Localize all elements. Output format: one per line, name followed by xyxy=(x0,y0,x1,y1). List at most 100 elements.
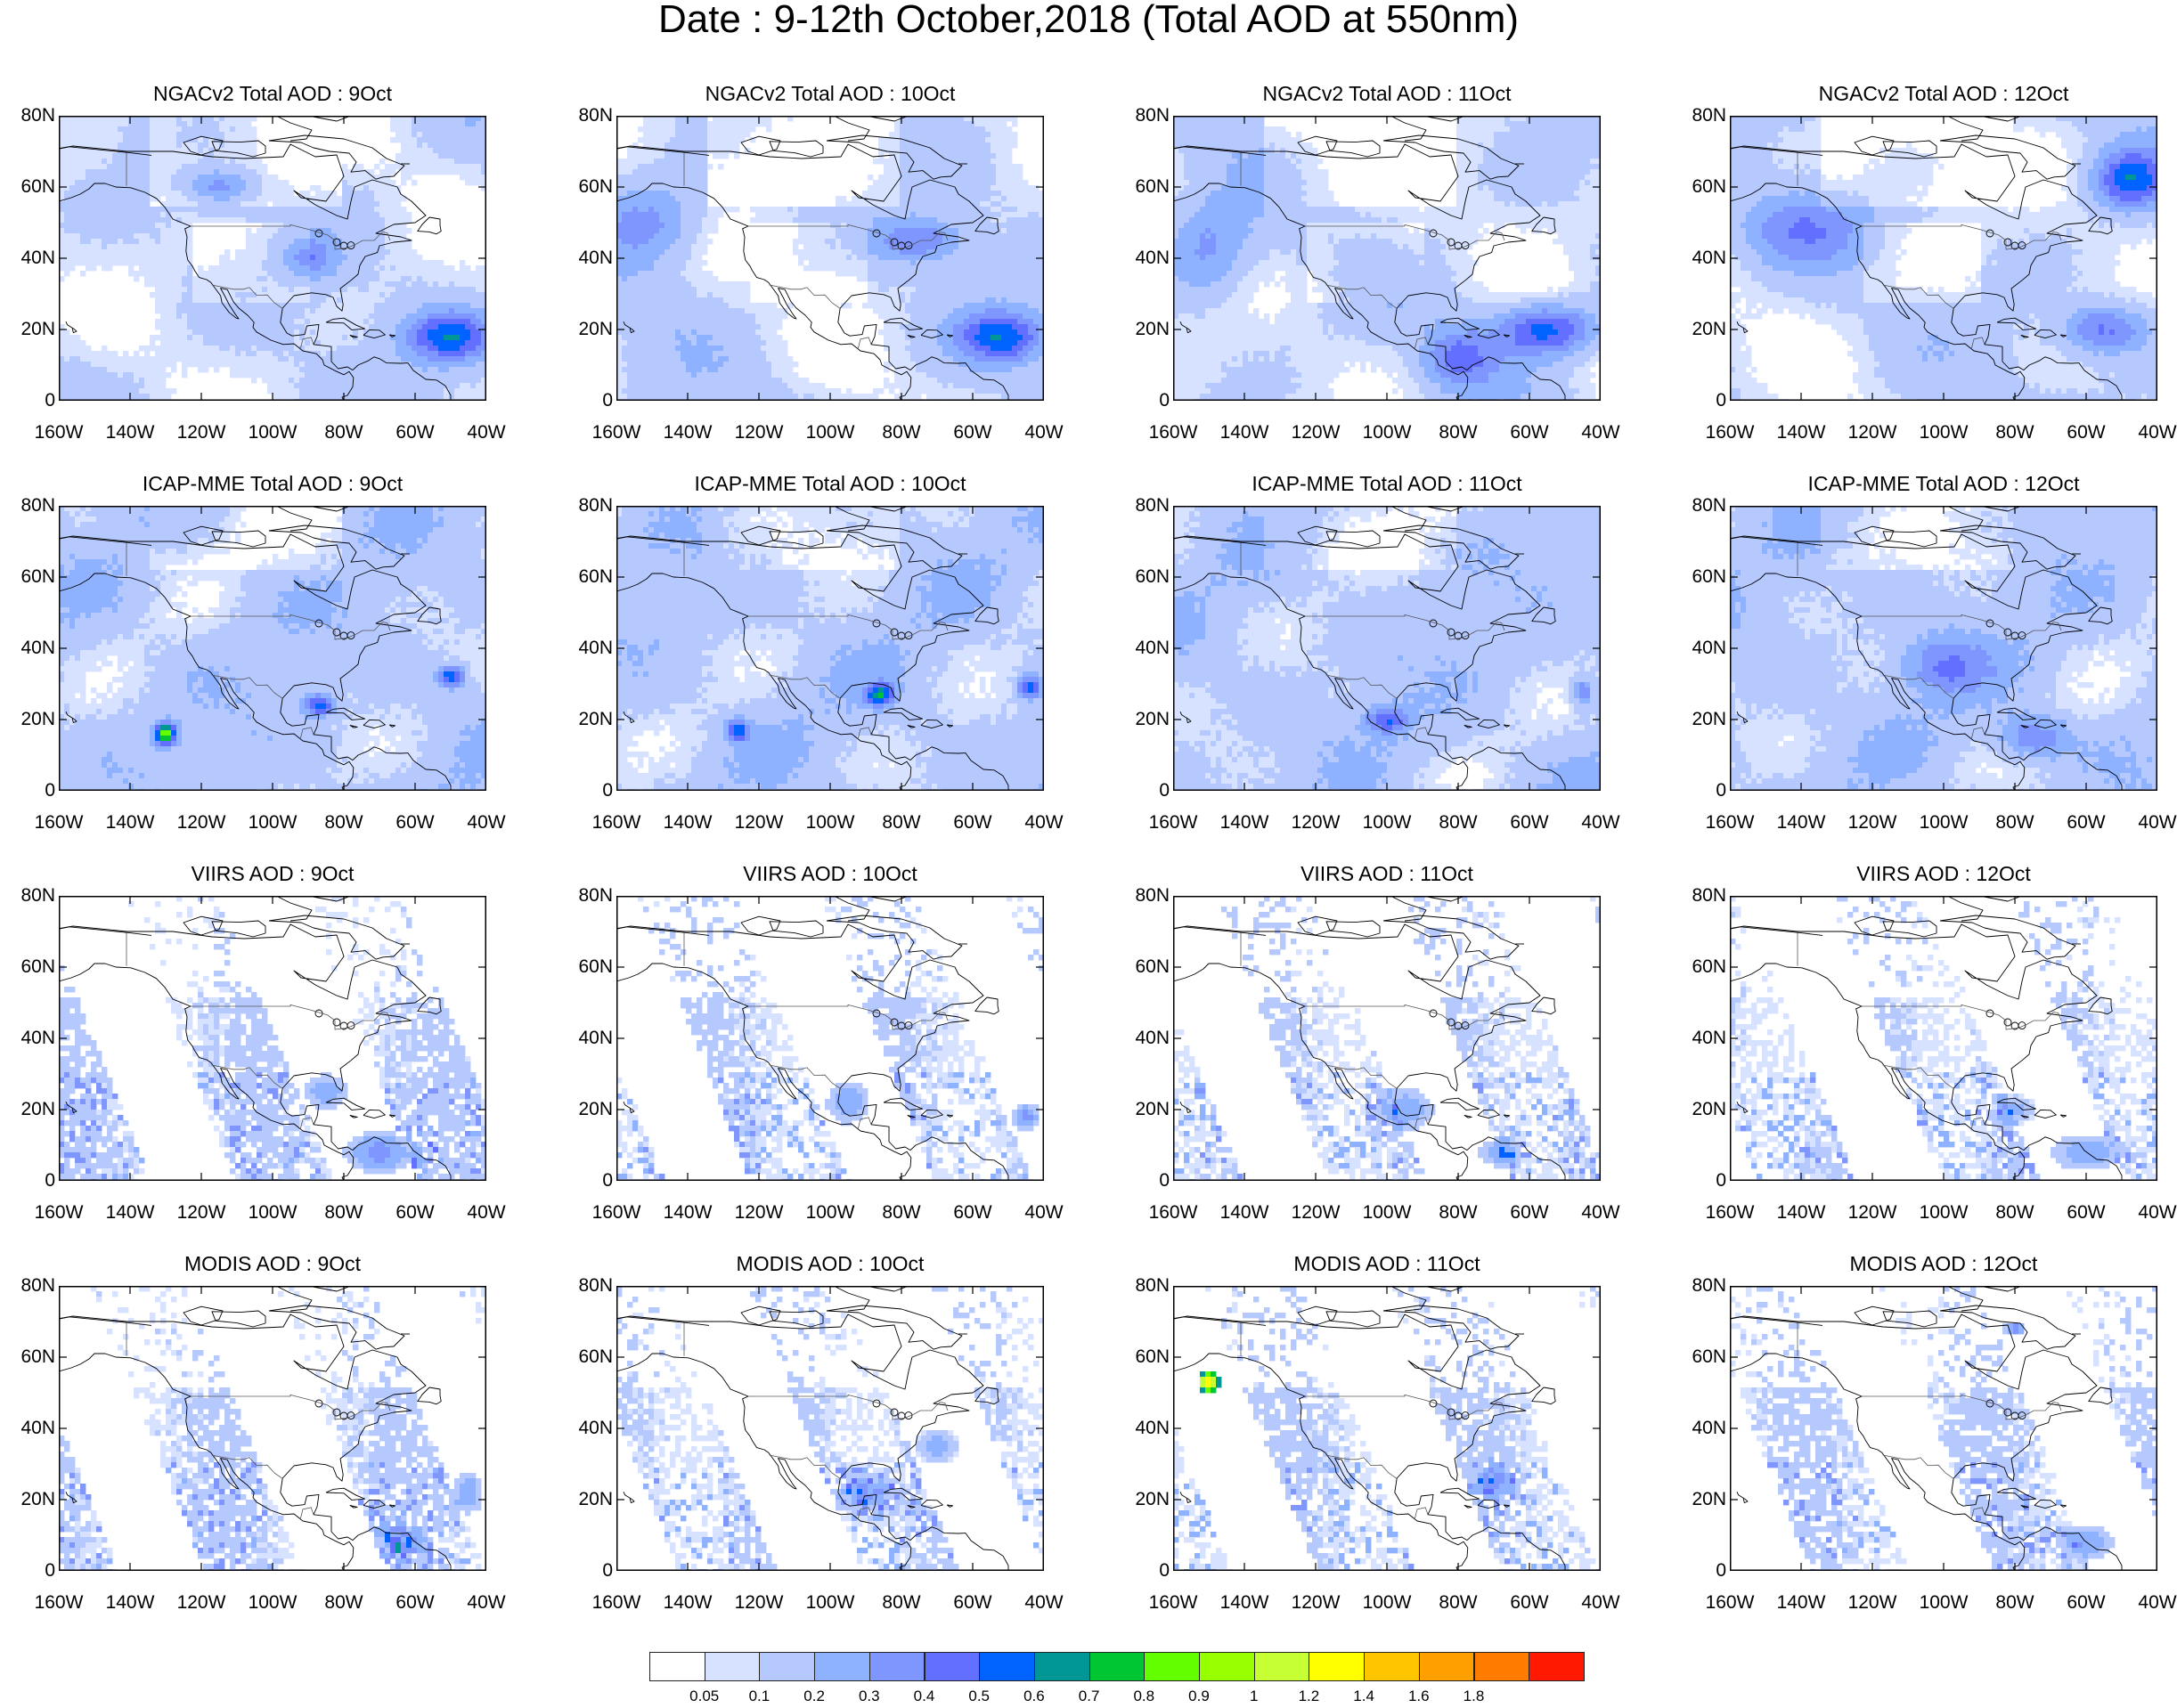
lat-tick-label: 80N xyxy=(572,1276,613,1296)
colorbar-swatch xyxy=(814,1652,870,1681)
coastline xyxy=(59,896,452,1181)
lon-tick-label: 100W xyxy=(1912,423,1975,443)
lon-tick-label: 100W xyxy=(799,423,861,443)
lat-tick-label: 20N xyxy=(14,1490,55,1509)
colorbar-swatch xyxy=(1088,1652,1146,1681)
lon-tick-label: 80W xyxy=(1984,423,2046,443)
aod-field xyxy=(1173,506,1601,791)
lat-tick-label: 80N xyxy=(14,1276,55,1296)
political-borders xyxy=(1240,932,1505,1130)
political-borders xyxy=(1240,152,1505,350)
lon-tick-label: 40W xyxy=(2126,1203,2177,1223)
lat-tick-label: 40N xyxy=(1685,1029,1726,1048)
lat-tick-label: 20N xyxy=(1129,1100,1170,1119)
colorbar-swatch xyxy=(1473,1652,1530,1681)
lat-tick-label: 20N xyxy=(572,710,613,729)
aod-field xyxy=(616,1286,1044,1571)
lat-tick-label: 60N xyxy=(1129,957,1170,977)
lon-tick-label: 40W xyxy=(455,423,518,443)
lon-tick-label: 40W xyxy=(1013,813,1075,833)
aod-field xyxy=(1730,896,2157,1181)
lon-tick-label: 80W xyxy=(313,1203,375,1223)
political-borders xyxy=(683,152,949,350)
colorbar-label: 0.6 xyxy=(1012,1688,1056,1704)
lat-tick-label: 40N xyxy=(1685,638,1726,658)
lat-tick-label: 60N xyxy=(1129,567,1170,587)
lon-tick-label: 80W xyxy=(1984,1593,2046,1613)
lon-tick-label: 80W xyxy=(1984,813,2046,833)
coastline xyxy=(1173,116,1566,401)
lat-tick-label: 60N xyxy=(14,567,55,587)
lon-tick-label: 160W xyxy=(1142,1593,1204,1613)
colorbar-label: 1.6 xyxy=(1397,1688,1441,1704)
figure-title: Date : 9-12th October,2018 (Total AOD at… xyxy=(0,0,2177,39)
lon-tick-label: 80W xyxy=(870,423,933,443)
lat-tick-label: 20N xyxy=(14,320,55,339)
lat-tick-label: 40N xyxy=(14,1419,55,1438)
lon-tick-label: 100W xyxy=(241,813,304,833)
lon-tick-label: 80W xyxy=(1984,1203,2046,1223)
lon-tick-label: 120W xyxy=(728,1203,790,1223)
colorbar-swatch xyxy=(759,1652,816,1681)
panel-title: ICAP-MME Total AOD : 9Oct xyxy=(59,472,486,495)
lat-tick-label: 60N xyxy=(14,1347,55,1367)
lat-tick-label: 0 xyxy=(1129,1561,1170,1581)
lat-tick-label: 40N xyxy=(1685,248,1726,268)
political-borders xyxy=(1240,1322,1505,1520)
aod-map-r1c4 xyxy=(1730,116,2157,401)
aod-map-r4c1 xyxy=(59,1286,486,1571)
lat-tick-label: 40N xyxy=(572,248,613,268)
coastline xyxy=(59,506,452,791)
lon-tick-label: 100W xyxy=(799,1203,861,1223)
colorbar-label: 0.2 xyxy=(792,1688,836,1704)
aod-map-r3c4 xyxy=(1730,896,2157,1181)
lat-tick-label: 80N xyxy=(1685,496,1726,516)
lon-tick-label: 120W xyxy=(170,1203,232,1223)
lon-tick-label: 80W xyxy=(1427,813,1489,833)
coastline xyxy=(1173,896,1566,1181)
lat-tick-label: 40N xyxy=(1129,1029,1170,1048)
lat-tick-label: 0 xyxy=(1685,391,1726,411)
panel-title: VIIRS AOD : 12Oct xyxy=(1730,862,2157,885)
lat-tick-label: 20N xyxy=(572,320,613,339)
lon-tick-label: 160W xyxy=(28,423,90,443)
lon-tick-label: 140W xyxy=(656,813,719,833)
lat-tick-label: 0 xyxy=(1685,781,1726,801)
colorbar-swatch xyxy=(649,1652,705,1681)
lat-tick-label: 40N xyxy=(572,638,613,658)
lon-tick-label: 120W xyxy=(728,813,790,833)
lat-tick-label: 40N xyxy=(14,638,55,658)
aod-map-r1c3 xyxy=(1173,116,1601,401)
lon-tick-label: 60W xyxy=(2055,1203,2117,1223)
lat-tick-label: 40N xyxy=(572,1419,613,1438)
lon-tick-label: 100W xyxy=(1912,813,1975,833)
lon-tick-label: 40W xyxy=(2126,1593,2177,1613)
lon-tick-label: 140W xyxy=(99,423,161,443)
lon-tick-label: 140W xyxy=(656,1203,719,1223)
lat-tick-label: 0 xyxy=(1129,1171,1170,1191)
lat-tick-label: 80N xyxy=(14,106,55,126)
lat-tick-label: 0 xyxy=(1685,1561,1726,1581)
panel-title: NGACv2 Total AOD : 9Oct xyxy=(59,82,486,105)
panel-title: NGACv2 Total AOD : 11Oct xyxy=(1173,82,1601,105)
lon-tick-label: 120W xyxy=(728,1593,790,1613)
lon-tick-label: 140W xyxy=(1213,813,1276,833)
lon-tick-label: 160W xyxy=(1142,1203,1204,1223)
lon-tick-label: 140W xyxy=(1213,1593,1276,1613)
panel-title: NGACv2 Total AOD : 10Oct xyxy=(616,82,1044,105)
colorbar-label: 0.9 xyxy=(1177,1688,1221,1704)
colorbar-swatch xyxy=(704,1652,761,1681)
lon-tick-label: 160W xyxy=(28,1203,90,1223)
lon-tick-label: 100W xyxy=(1912,1203,1975,1223)
lon-tick-label: 80W xyxy=(313,423,375,443)
lon-tick-label: 160W xyxy=(28,813,90,833)
lat-tick-label: 80N xyxy=(1129,496,1170,516)
lon-tick-label: 160W xyxy=(585,1593,648,1613)
panel-title: VIIRS AOD : 10Oct xyxy=(616,862,1044,885)
colorbar-swatch xyxy=(1144,1652,1200,1681)
lon-tick-label: 120W xyxy=(1284,1593,1347,1613)
lon-tick-label: 60W xyxy=(942,1593,1004,1613)
lon-tick-label: 160W xyxy=(1699,1203,1761,1223)
aod-field xyxy=(1730,506,2157,791)
lat-tick-label: 40N xyxy=(14,248,55,268)
